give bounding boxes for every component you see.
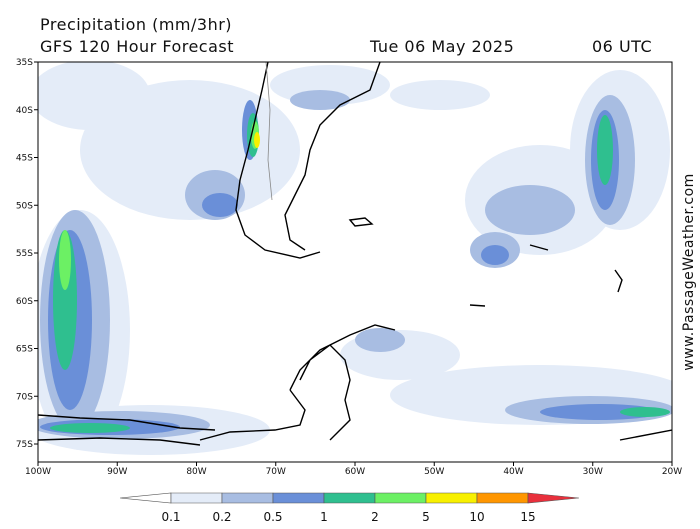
lon-label: 40W <box>503 467 523 477</box>
colorbar-swatch <box>221 492 274 504</box>
border <box>265 62 273 201</box>
date: Tue 06 May 2025 <box>369 37 514 56</box>
time: 06 UTC <box>592 37 652 56</box>
colorbar-swatch <box>374 492 427 504</box>
lon-label: 60W <box>345 467 365 477</box>
lon-label: 90W <box>107 467 127 477</box>
map-area <box>38 62 672 462</box>
lon-label: 100W <box>25 467 51 477</box>
lat-label: 50S <box>16 201 33 211</box>
colorbar-label: 0.2 <box>212 510 231 524</box>
colorbar-label: 5 <box>422 510 430 524</box>
colorbar-label: 10 <box>469 510 484 524</box>
colorbar-label: 0.1 <box>161 510 180 524</box>
lon-label: 20W <box>662 467 682 477</box>
lat-label: 40S <box>16 106 33 116</box>
lon-label: 80W <box>186 467 206 477</box>
colorbar-swatch <box>272 492 325 504</box>
colorbar-label: 1 <box>320 510 328 524</box>
colorbar-label: 15 <box>520 510 535 524</box>
lat-label: 70S <box>16 392 33 402</box>
colorbar-swatch <box>527 492 580 504</box>
title: Precipitation (mm/3hr) <box>40 15 232 34</box>
subtitle: GFS 120 Hour Forecast <box>40 37 234 56</box>
lon-label: 50W <box>424 467 444 477</box>
colorbar-swatch <box>119 492 172 504</box>
colorbar-label: 2 <box>371 510 379 524</box>
lon-label: 70W <box>266 467 286 477</box>
lat-label: 60S <box>16 297 33 307</box>
colorbar-swatch <box>170 492 223 504</box>
precip-yellow <box>254 132 260 148</box>
colorbar-swatch <box>323 492 376 504</box>
lat-label: 35S <box>16 58 33 68</box>
colorbar: 0.1 0.2 0.5 1 2 5 10 15 <box>119 492 580 524</box>
axis-labels: 35S 40S 45S 50S 55S 60S 65S 70S 75S 100W 90W 80W 70W… <box>16 58 682 477</box>
colorbar-swatch <box>425 492 478 504</box>
lat-label: 45S <box>16 154 33 164</box>
colorbar-swatch <box>476 492 529 504</box>
watermark: www.PassageWeather.com <box>681 173 697 371</box>
coastline <box>38 62 672 446</box>
lat-label: 75S <box>16 440 33 450</box>
lat-label: 65S <box>16 345 33 355</box>
colorbar-label: 0.5 <box>263 510 282 524</box>
lon-label: 30W <box>583 467 603 477</box>
lat-label: 55S <box>16 249 33 259</box>
